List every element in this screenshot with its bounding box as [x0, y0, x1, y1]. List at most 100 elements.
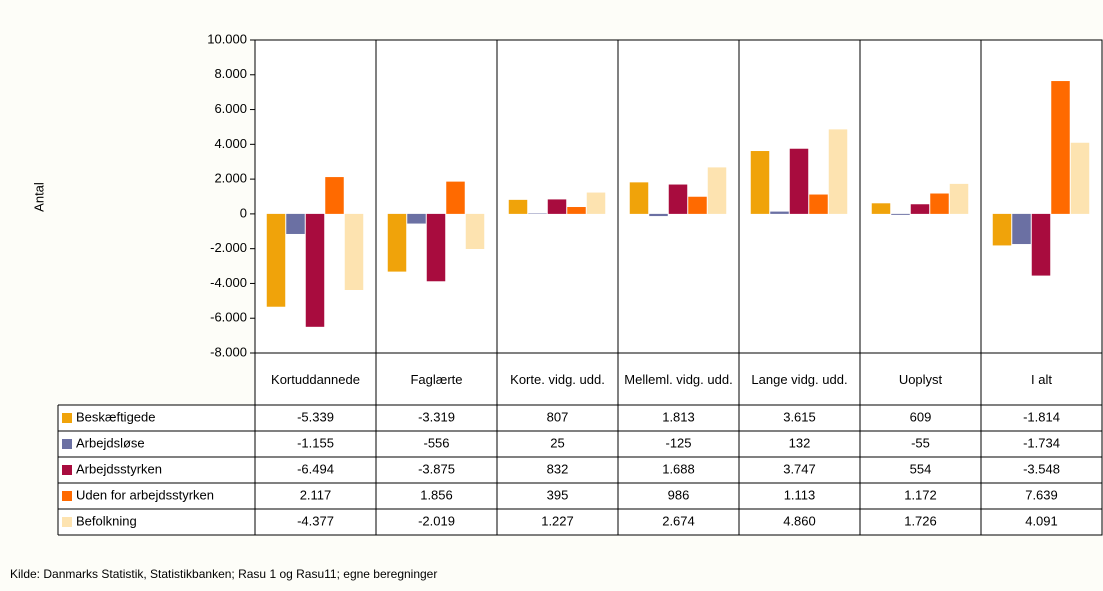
bar — [547, 199, 567, 214]
bar — [910, 204, 930, 214]
value-label: 554 — [910, 461, 932, 476]
value-label: -5.339 — [297, 409, 334, 424]
value-label: -55 — [911, 435, 930, 450]
x-tick-label: Melleml. vidg. udd. — [624, 371, 733, 387]
bar — [828, 129, 848, 214]
bar — [426, 213, 446, 282]
legend-label: Arbejdsløse — [76, 435, 145, 450]
value-label: -556 — [423, 435, 449, 450]
legend-swatch — [62, 491, 72, 501]
value-label: 1.227 — [541, 513, 574, 528]
value-label: 1.856 — [420, 487, 453, 502]
y-tick-label: 4.000 — [214, 136, 247, 151]
bar — [770, 211, 789, 214]
value-label: 3.747 — [783, 461, 816, 476]
y-tick-label: 8.000 — [214, 66, 247, 81]
x-tick-label-box: Korte. vidg. udd. — [510, 371, 605, 387]
bar — [407, 213, 426, 224]
y-tick-label: -4.000 — [210, 275, 247, 290]
bar — [344, 213, 364, 291]
bar — [325, 177, 344, 214]
category-row — [255, 353, 1102, 405]
value-label: -3.548 — [1023, 461, 1060, 476]
y-tick-label: -2.000 — [210, 240, 247, 255]
y-tick-label: 0 — [240, 205, 247, 220]
table-area — [58, 405, 1102, 535]
bar — [1012, 213, 1031, 245]
bar — [789, 148, 809, 214]
bar — [707, 167, 727, 214]
value-label: 395 — [547, 487, 569, 502]
bar — [1031, 213, 1051, 276]
legend-label: Uden for arbejdsstyrken — [76, 487, 214, 502]
x-tick-label: Kortuddannede — [271, 371, 360, 387]
bar — [465, 213, 485, 249]
legend-label: Beskæftigede — [76, 409, 156, 424]
value-label: -125 — [665, 435, 691, 450]
value-label: -1.155 — [297, 435, 334, 450]
value-label: 4.860 — [783, 513, 816, 528]
bar — [266, 213, 286, 307]
x-tick-label-box: Uoplyst — [898, 371, 943, 387]
legend-swatch — [62, 517, 72, 527]
y-tick-label: -6.000 — [210, 310, 247, 325]
value-label: 3.615 — [783, 409, 816, 424]
bar — [305, 213, 325, 327]
legend-swatch — [62, 465, 72, 475]
value-label: -3.875 — [418, 461, 455, 476]
y-axis-label: Antal — [31, 182, 46, 212]
value-label: 609 — [910, 409, 932, 424]
value-label: 1.172 — [904, 487, 937, 502]
legend-label: Arbejdsstyrken — [76, 461, 162, 476]
bar — [668, 184, 688, 214]
bar — [286, 213, 305, 234]
source-note: Kilde: Danmarks Statistik, Statistikbank… — [10, 567, 437, 581]
value-label: 2.117 — [300, 487, 332, 502]
bar — [387, 213, 407, 272]
bar — [992, 213, 1012, 246]
bar — [871, 203, 891, 214]
value-label: 1.688 — [662, 461, 695, 476]
legend-label: Befolkning — [76, 513, 137, 528]
legend-swatch — [62, 439, 72, 449]
value-label: 1.726 — [904, 513, 937, 528]
bar — [891, 213, 910, 215]
value-label: 807 — [547, 409, 569, 424]
value-label: 132 — [789, 435, 811, 450]
value-label: 4.091 — [1025, 513, 1058, 528]
value-label: 7.639 — [1025, 487, 1058, 502]
y-tick-label: 2.000 — [214, 171, 247, 186]
x-tick-label-box: Kortuddannede — [271, 371, 360, 387]
value-label: 832 — [547, 461, 569, 476]
value-label: -6.494 — [297, 461, 334, 476]
value-label: 1.813 — [662, 409, 695, 424]
bar — [750, 151, 770, 214]
bar — [508, 199, 528, 214]
value-label: 986 — [668, 487, 690, 502]
bar — [949, 183, 969, 214]
x-tick-label: Lange vidg. udd. — [751, 371, 848, 387]
bar — [1051, 81, 1070, 214]
bar — [629, 182, 649, 214]
bar — [1070, 142, 1090, 214]
x-tick-label: Korte. vidg. udd. — [510, 371, 605, 387]
y-tick-label: 10.000 — [207, 31, 247, 46]
x-tick-label-box: Faglærte — [410, 371, 463, 387]
y-tick-label: 6.000 — [214, 101, 247, 116]
x-tick-label: Uoplyst — [898, 371, 943, 387]
value-label: -2.019 — [418, 513, 455, 528]
y-tick-label: -8.000 — [210, 344, 247, 359]
x-tick-label-box: I alt — [1031, 371, 1052, 387]
value-label: -3.319 — [418, 409, 455, 424]
bar — [649, 213, 668, 217]
bar — [567, 207, 586, 214]
bar — [930, 193, 949, 214]
x-tick-label: I alt — [1031, 371, 1052, 387]
bar — [688, 196, 707, 214]
value-label: 25 — [550, 435, 564, 450]
value-label: -4.377 — [297, 513, 334, 528]
value-label: 2.674 — [662, 513, 695, 528]
x-tick-label: Faglærte — [410, 371, 463, 387]
legend-swatch — [62, 413, 72, 423]
